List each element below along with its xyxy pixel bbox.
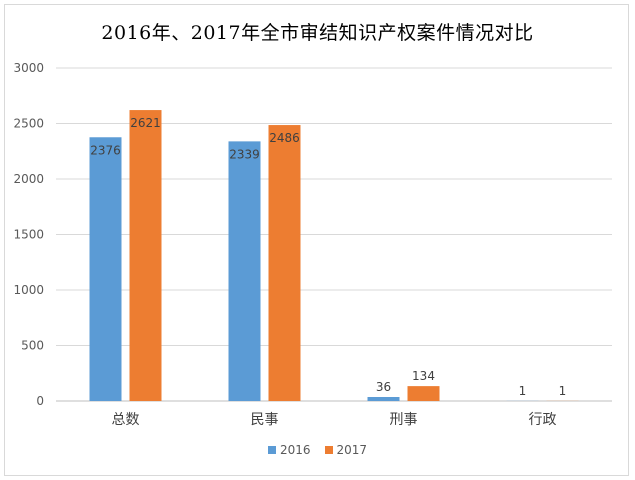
legend-swatch-2017 [324,446,333,454]
bar-2017-2 [407,386,440,401]
x-tick-label-2: 刑事 [390,412,418,428]
data-label-2016-0: 2376 [90,143,121,157]
bar-2017-1 [268,125,301,401]
bar-2016-2 [367,397,400,401]
legend-label-2016: 2016 [279,443,311,457]
y-tick-label-1000: 1000 [13,283,44,297]
data-label-2016-3: 1 [519,384,527,398]
bar-2017-0 [129,110,162,401]
data-label-2016-2: 36 [376,380,391,394]
y-tick-label-2500: 2500 [13,117,44,131]
y-tick-label-500: 500 [21,339,44,353]
legend-item-2016: 2016 [267,443,311,457]
data-label-2017-2: 134 [412,369,435,383]
bar-2016-0 [89,137,122,401]
y-tick-label-2000: 2000 [13,172,44,186]
bar-2016-1 [228,141,261,401]
legend: 2016 2017 [0,443,635,457]
x-tick-label-0: 总数 [112,412,140,428]
legend-item-2017: 2017 [324,443,368,457]
x-tick-label-3: 行政 [529,412,557,428]
y-tick-label-1500: 1500 [13,228,44,242]
legend-swatch-2016 [267,446,276,454]
y-tick-label-0: 0 [36,394,44,408]
chart-title: 2016年、2017年全市审结知识产权案件情况对比 [101,22,534,44]
data-label-2017-3: 1 [559,384,567,398]
data-label-2017-0: 2621 [130,116,161,130]
data-label-2016-1: 2339 [229,147,260,161]
legend-label-2017: 2017 [336,443,368,457]
x-tick-label-1: 民事 [251,412,279,428]
data-label-2017-1: 2486 [269,131,300,145]
y-tick-label-3000: 3000 [13,61,44,75]
